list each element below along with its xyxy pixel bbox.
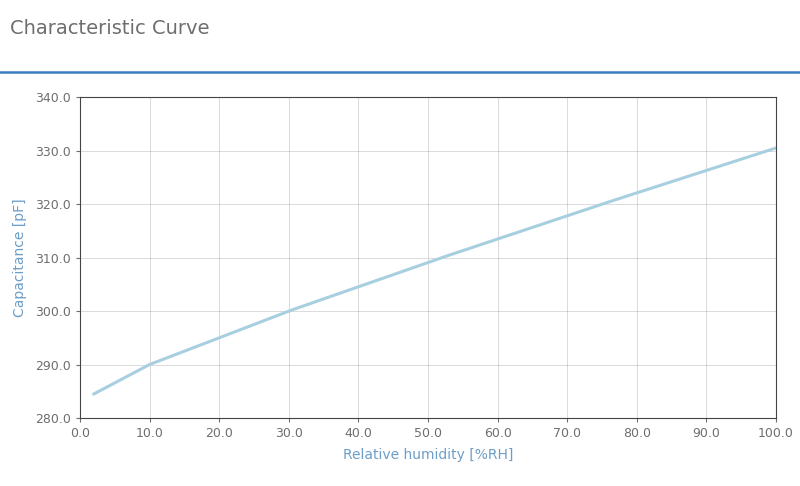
X-axis label: Relative humidity [%RH]: Relative humidity [%RH] (343, 448, 513, 462)
Y-axis label: Capacitance [pF]: Capacitance [pF] (13, 198, 26, 317)
Text: Characteristic Curve: Characteristic Curve (10, 19, 209, 38)
